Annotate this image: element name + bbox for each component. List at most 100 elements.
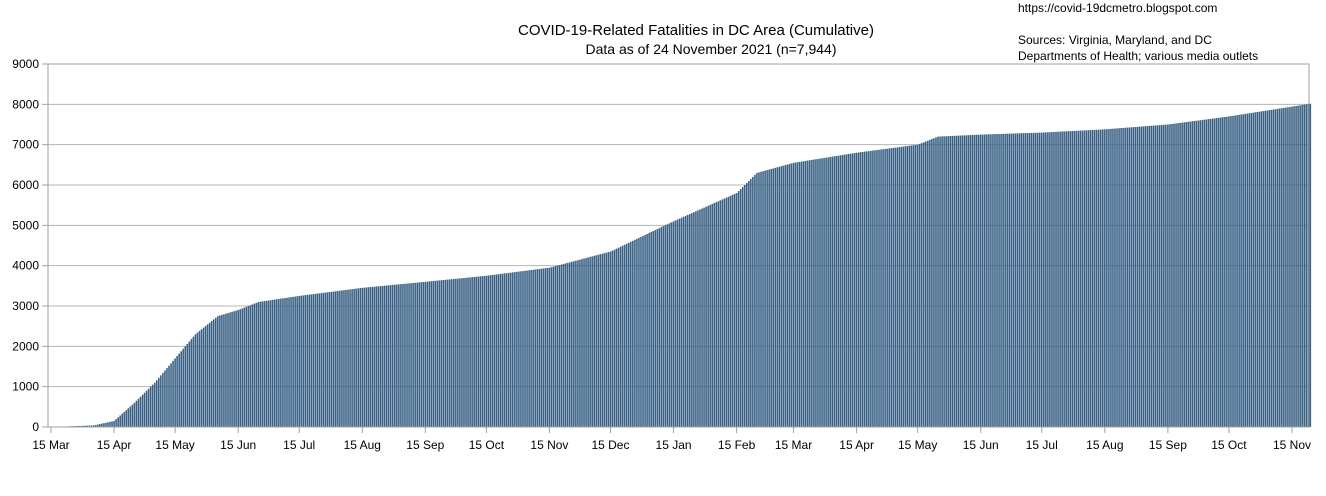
- bar: [888, 148, 890, 427]
- bar: [798, 161, 801, 427]
- y-tick-label: 8000: [12, 97, 39, 111]
- bar: [1250, 112, 1253, 427]
- bar: [1014, 133, 1017, 427]
- bar: [440, 280, 443, 427]
- bar: [568, 262, 571, 427]
- bar: [1038, 132, 1041, 427]
- bar: [1238, 114, 1240, 427]
- bar: [174, 358, 176, 427]
- bar: [548, 267, 551, 427]
- bar: [436, 280, 439, 427]
- bar: [1026, 133, 1029, 428]
- bar: [760, 171, 762, 427]
- bar: [1030, 132, 1033, 427]
- bar: [807, 160, 809, 428]
- bar: [961, 135, 964, 427]
- bar: [949, 136, 952, 427]
- bar: [630, 241, 632, 427]
- bar: [184, 346, 187, 427]
- bar: [831, 156, 834, 427]
- bar: [918, 143, 921, 428]
- bar: [847, 154, 850, 427]
- bar: [78, 425, 81, 427]
- bar: [1163, 124, 1165, 427]
- x-tick-label: 15 Mar: [775, 438, 812, 452]
- bar: [139, 396, 142, 427]
- bar: [1191, 121, 1194, 428]
- bar: [412, 282, 414, 427]
- bar: [131, 404, 134, 427]
- bar: [943, 136, 945, 427]
- bar: [1213, 118, 1216, 427]
- bar: [1069, 131, 1072, 428]
- bar: [231, 311, 233, 427]
- bar: [636, 238, 638, 427]
- bar: [1291, 106, 1293, 427]
- bar: [1150, 125, 1153, 427]
- bar: [827, 157, 829, 428]
- bar: [371, 286, 374, 427]
- bar: [530, 270, 532, 427]
- bar: [239, 309, 241, 427]
- bar: [115, 419, 117, 427]
- bar: [896, 147, 899, 428]
- bar: [105, 422, 107, 427]
- bar: [394, 284, 396, 427]
- bar: [1224, 116, 1226, 427]
- bar: [656, 229, 659, 427]
- bar: [1272, 109, 1275, 427]
- bar: [251, 304, 254, 427]
- bar: [595, 255, 598, 427]
- x-tick-label: 15 Jun: [220, 438, 256, 452]
- bar: [900, 146, 903, 427]
- bar: [863, 151, 866, 427]
- bar: [408, 283, 410, 427]
- bar: [754, 174, 756, 427]
- bar: [186, 343, 189, 427]
- bar: [768, 169, 770, 428]
- bar: [434, 280, 437, 427]
- bar: [819, 158, 821, 427]
- bar: [1183, 122, 1185, 427]
- bar: [770, 168, 772, 428]
- y-tick-label: 7000: [12, 138, 39, 152]
- bar: [284, 298, 286, 427]
- bar: [453, 278, 455, 427]
- bar: [876, 150, 878, 428]
- bar: [821, 158, 823, 427]
- bar: [229, 312, 231, 427]
- bar: [245, 306, 248, 427]
- bar: [1256, 111, 1259, 428]
- bar: [823, 157, 825, 427]
- bar: [1087, 130, 1090, 428]
- bar: [381, 285, 384, 427]
- bar: [1075, 130, 1078, 428]
- bar: [1211, 118, 1214, 427]
- bar: [599, 254, 602, 427]
- bar: [1008, 133, 1011, 427]
- bar: [841, 155, 844, 427]
- bars: [52, 103, 1312, 428]
- bar: [96, 424, 99, 427]
- bar: [1187, 121, 1190, 427]
- bar: [369, 287, 372, 427]
- bar: [149, 386, 152, 427]
- bar: [1049, 132, 1051, 427]
- bar: [973, 134, 976, 427]
- bar: [322, 292, 325, 427]
- bar: [99, 424, 101, 427]
- bar: [265, 300, 268, 427]
- bar: [320, 293, 323, 427]
- bar: [703, 207, 705, 427]
- bar: [141, 394, 144, 427]
- bar: [1083, 130, 1086, 427]
- bar: [1195, 120, 1198, 428]
- bar: [579, 259, 581, 427]
- bar: [192, 336, 195, 427]
- bar: [1045, 132, 1047, 428]
- bar: [223, 314, 225, 427]
- bar: [684, 215, 687, 427]
- bar: [866, 151, 868, 427]
- bar: [1217, 117, 1220, 427]
- bar: [986, 134, 988, 427]
